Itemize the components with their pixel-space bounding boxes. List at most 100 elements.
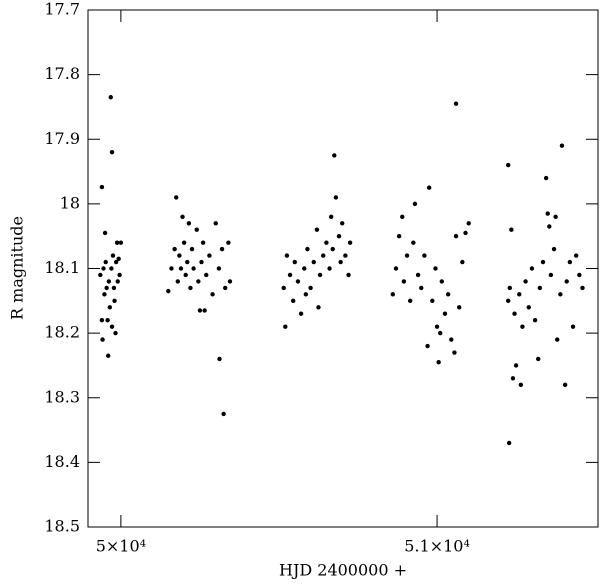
data-point bbox=[108, 95, 113, 100]
data-point bbox=[330, 246, 335, 252]
data-point bbox=[562, 382, 568, 388]
data-point bbox=[213, 221, 218, 226]
data-point bbox=[404, 253, 410, 258]
data-point bbox=[463, 230, 468, 236]
data-point bbox=[513, 363, 519, 368]
data-point bbox=[509, 227, 514, 232]
data-point bbox=[177, 253, 182, 258]
data-point bbox=[453, 233, 459, 239]
data-point bbox=[426, 185, 432, 190]
data-point bbox=[453, 101, 459, 106]
data-point bbox=[333, 195, 339, 200]
data-point bbox=[343, 253, 348, 258]
data-point bbox=[506, 298, 511, 304]
data-point bbox=[317, 272, 323, 278]
y-tick-label: 17.8 bbox=[44, 64, 80, 83]
data-point bbox=[100, 337, 105, 342]
data-point bbox=[174, 195, 179, 200]
data-point bbox=[109, 266, 114, 271]
data-point bbox=[570, 324, 576, 329]
data-point bbox=[548, 272, 554, 278]
data-point bbox=[292, 259, 297, 265]
data-point bbox=[434, 324, 440, 329]
data-point bbox=[543, 175, 549, 181]
data-point bbox=[327, 266, 332, 271]
data-point bbox=[346, 272, 351, 278]
data-point bbox=[314, 227, 320, 232]
x-tick-label: 5.1×10⁴ bbox=[404, 537, 470, 556]
data-point bbox=[311, 259, 316, 265]
data-point bbox=[336, 233, 342, 239]
data-point bbox=[216, 266, 222, 271]
data-point bbox=[523, 279, 528, 284]
data-point bbox=[460, 259, 465, 265]
data-point bbox=[540, 259, 546, 265]
data-point bbox=[102, 292, 107, 297]
data-point bbox=[305, 246, 310, 252]
data-point bbox=[169, 266, 174, 271]
data-point bbox=[456, 305, 462, 310]
data-point bbox=[223, 285, 228, 291]
data-point bbox=[308, 285, 313, 291]
data-point bbox=[559, 143, 565, 148]
data-point bbox=[506, 162, 511, 168]
data-point bbox=[113, 330, 118, 336]
data-point bbox=[298, 311, 304, 316]
data-point bbox=[104, 285, 109, 291]
data-point bbox=[506, 440, 512, 446]
data-point bbox=[532, 318, 538, 323]
x-tick-label: 5×10⁴ bbox=[96, 537, 146, 556]
data-point bbox=[564, 279, 569, 284]
data-point bbox=[284, 253, 290, 258]
data-point bbox=[99, 318, 105, 323]
data-point bbox=[180, 214, 185, 219]
data-point bbox=[181, 240, 187, 245]
data-point bbox=[113, 259, 119, 265]
data-point bbox=[400, 214, 405, 219]
data-point bbox=[536, 356, 541, 362]
data-point bbox=[291, 298, 296, 304]
data-point bbox=[547, 224, 552, 229]
data-point bbox=[185, 259, 190, 265]
data-point bbox=[411, 240, 416, 245]
data-point bbox=[183, 272, 188, 278]
data-point bbox=[422, 253, 427, 258]
data-point bbox=[221, 411, 226, 417]
y-tick-label: 17.9 bbox=[44, 129, 80, 148]
data-point bbox=[107, 305, 113, 310]
data-point bbox=[407, 298, 413, 304]
data-point bbox=[545, 211, 550, 216]
data-point bbox=[106, 353, 111, 358]
data-point bbox=[517, 292, 522, 297]
data-point bbox=[452, 350, 457, 355]
data-point bbox=[520, 324, 525, 329]
data-point bbox=[101, 266, 106, 271]
data-point bbox=[115, 279, 120, 284]
data-point bbox=[573, 253, 579, 258]
data-point bbox=[103, 259, 108, 265]
data-point bbox=[438, 330, 443, 336]
y-tick-label: 17.7 bbox=[44, 0, 80, 19]
data-point bbox=[281, 285, 286, 291]
data-point bbox=[109, 149, 115, 155]
data-point bbox=[200, 240, 206, 245]
y-tick-label: 18.3 bbox=[44, 387, 80, 406]
data-point bbox=[194, 227, 199, 232]
data-point bbox=[419, 285, 424, 291]
data-point bbox=[219, 246, 225, 252]
data-point bbox=[118, 240, 124, 245]
data-point bbox=[106, 279, 112, 284]
x-axis-label: HJD 2400000 + bbox=[279, 561, 407, 580]
data-point bbox=[558, 292, 563, 297]
data-point bbox=[189, 246, 195, 252]
y-tick-label: 18.4 bbox=[44, 452, 80, 471]
data-point bbox=[227, 279, 233, 284]
data-point bbox=[551, 246, 557, 252]
data-point bbox=[442, 311, 448, 316]
data-point bbox=[191, 266, 196, 271]
data-point bbox=[449, 337, 454, 342]
data-point bbox=[178, 266, 184, 271]
data-point bbox=[287, 272, 293, 278]
data-point bbox=[110, 253, 116, 258]
data-point bbox=[303, 292, 309, 297]
